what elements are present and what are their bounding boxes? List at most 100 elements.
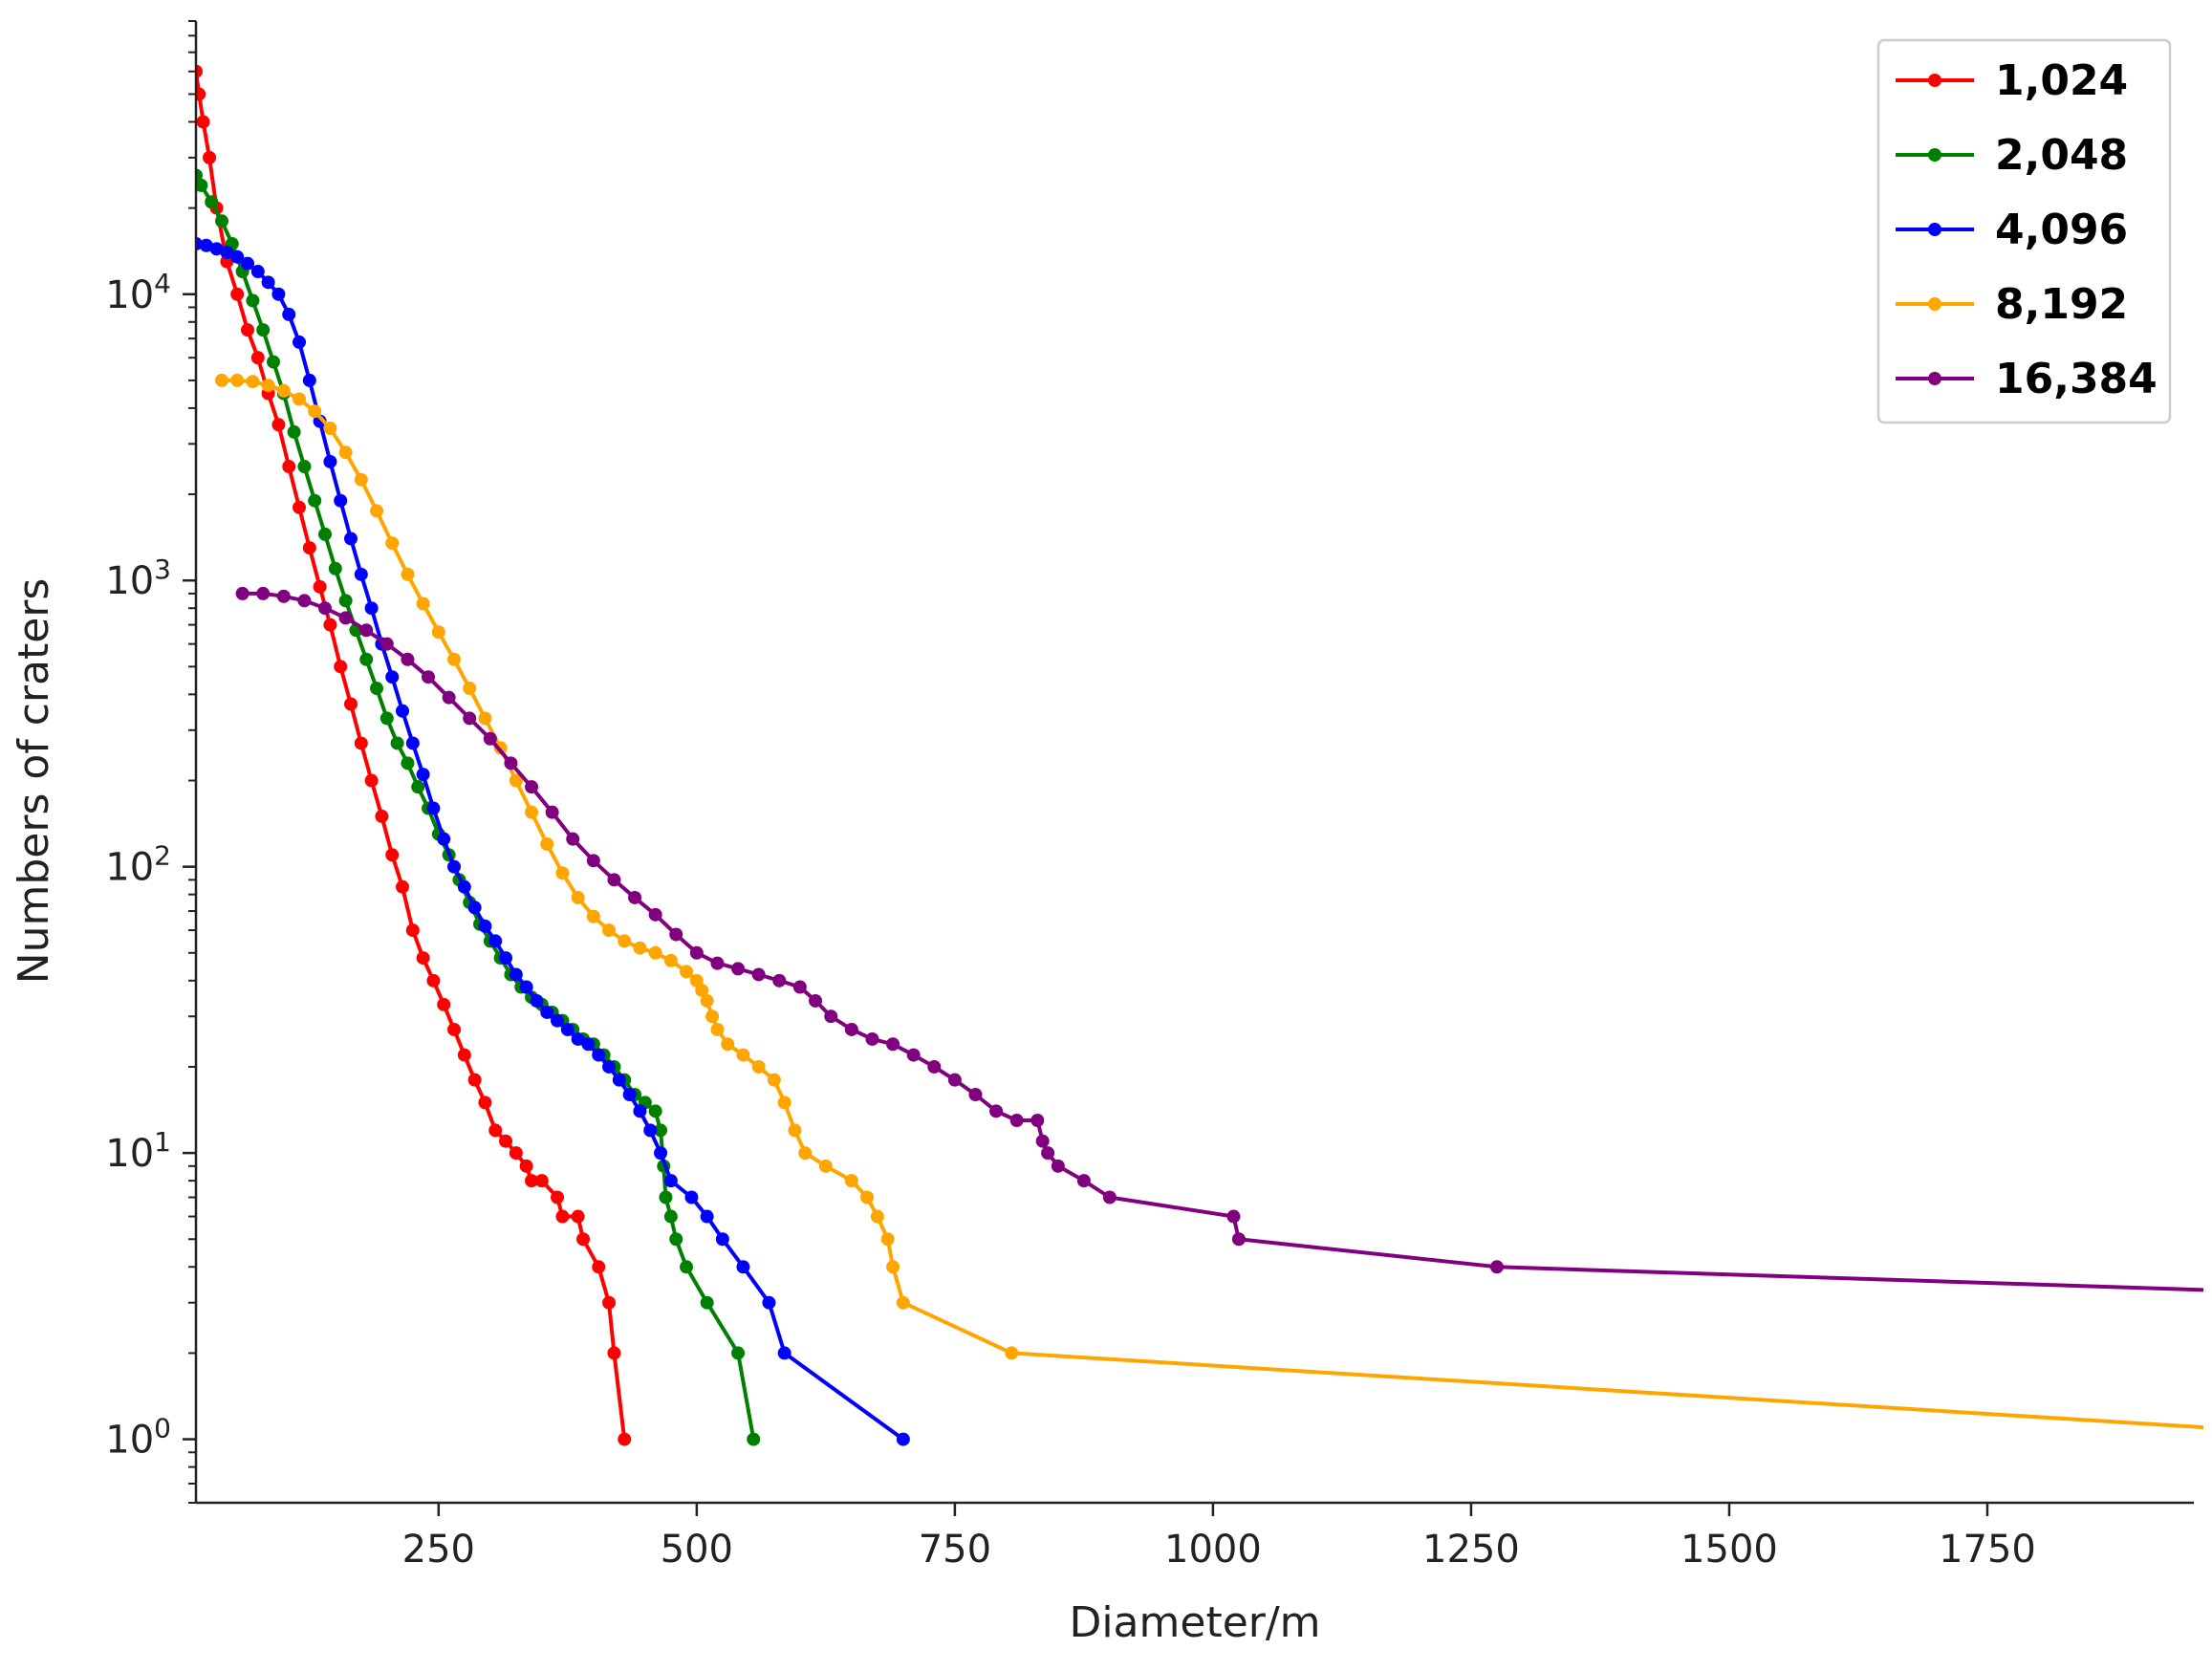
data-point xyxy=(261,275,275,290)
legend-entry-label: 16,384 xyxy=(1995,355,2158,403)
data-point xyxy=(354,567,368,581)
data-point xyxy=(689,945,704,960)
data-point xyxy=(555,866,570,880)
data-point xyxy=(519,980,533,994)
data-point xyxy=(282,307,296,321)
data-point xyxy=(710,1022,725,1036)
data-point xyxy=(250,351,265,365)
legend-swatch-marker xyxy=(1928,148,1941,162)
data-point xyxy=(680,1260,694,1274)
data-point xyxy=(488,934,503,948)
data-point xyxy=(426,801,441,815)
data-point xyxy=(680,965,694,979)
data-point xyxy=(411,780,425,794)
data-point xyxy=(684,1190,699,1204)
data-point xyxy=(860,1190,875,1204)
data-point xyxy=(220,245,234,259)
data-point xyxy=(276,383,291,398)
data-point xyxy=(1231,1232,1246,1247)
data-point xyxy=(293,500,307,514)
data-point xyxy=(751,967,766,982)
data-point xyxy=(437,997,451,1011)
data-point xyxy=(545,805,559,819)
data-point xyxy=(297,594,312,608)
data-point xyxy=(344,697,358,711)
data-point xyxy=(731,962,746,976)
x-tick-label: 1500 xyxy=(1681,1528,1778,1572)
data-point xyxy=(447,652,462,666)
data-point xyxy=(747,1432,761,1446)
data-point xyxy=(241,256,255,271)
data-point xyxy=(906,1048,921,1062)
data-point xyxy=(989,1104,1004,1118)
data-point xyxy=(457,879,471,894)
axes-layer xyxy=(194,21,2194,1505)
data-point xyxy=(334,493,348,508)
data-point xyxy=(297,460,312,474)
data-point xyxy=(669,927,683,942)
data-point xyxy=(705,1009,720,1024)
data-point xyxy=(695,983,709,997)
data-point xyxy=(467,1073,482,1087)
data-point xyxy=(633,1104,647,1118)
data-point xyxy=(721,1037,735,1052)
data-point xyxy=(308,493,322,508)
data-point xyxy=(318,527,333,541)
data-point xyxy=(196,178,208,192)
data-point xyxy=(447,859,462,874)
data-point xyxy=(215,214,229,228)
data-point xyxy=(267,355,281,369)
data-point xyxy=(525,1174,539,1188)
data-point xyxy=(519,1159,533,1173)
data-point xyxy=(220,254,234,269)
data-point xyxy=(1226,1209,1241,1224)
data-point xyxy=(870,1209,884,1224)
data-point xyxy=(968,1087,983,1101)
data-point xyxy=(196,64,203,78)
data-point xyxy=(602,923,617,938)
data-point xyxy=(196,87,206,101)
data-point xyxy=(405,923,420,938)
y-tick-label: 102 xyxy=(105,840,171,890)
data-point xyxy=(571,1031,585,1046)
data-point xyxy=(762,1295,776,1310)
data-point xyxy=(401,567,415,581)
data-point xyxy=(602,1295,617,1310)
data-point xyxy=(669,1232,683,1247)
data-point xyxy=(447,1022,462,1036)
data-point xyxy=(203,150,217,164)
data-point xyxy=(504,756,518,770)
data-point xyxy=(622,1087,637,1101)
data-point xyxy=(416,951,430,966)
data-point xyxy=(323,454,337,468)
data-point xyxy=(256,586,271,600)
data-point xyxy=(592,1048,606,1062)
data-point xyxy=(1030,1113,1045,1127)
data-point xyxy=(865,1031,879,1046)
data-point xyxy=(566,832,580,846)
data-point xyxy=(1489,1260,1504,1274)
series-line xyxy=(222,378,2203,1430)
data-point xyxy=(612,1073,626,1087)
data-point xyxy=(715,1232,729,1247)
data-point xyxy=(643,1123,658,1138)
data-point xyxy=(509,967,523,982)
legend-entry-label: 1,024 xyxy=(1995,56,2128,105)
legend: 1,024 2,048 4,096 8,192 16,384 xyxy=(1876,38,2172,424)
data-point xyxy=(530,993,544,1008)
data-point xyxy=(463,682,477,696)
data-point xyxy=(777,1346,792,1360)
x-axis-title: Diameter/m xyxy=(1069,1598,1320,1647)
data-point xyxy=(478,711,492,726)
data-point xyxy=(534,1174,549,1188)
data-point xyxy=(437,832,451,846)
data-point xyxy=(1076,1174,1091,1188)
data-point xyxy=(700,993,714,1008)
data-point xyxy=(571,1209,585,1224)
data-point xyxy=(364,773,379,788)
data-point xyxy=(338,611,353,625)
data-point xyxy=(442,690,456,705)
data-point xyxy=(654,1123,668,1138)
y-tick-label: 103 xyxy=(105,553,171,603)
data-point xyxy=(844,1022,858,1036)
